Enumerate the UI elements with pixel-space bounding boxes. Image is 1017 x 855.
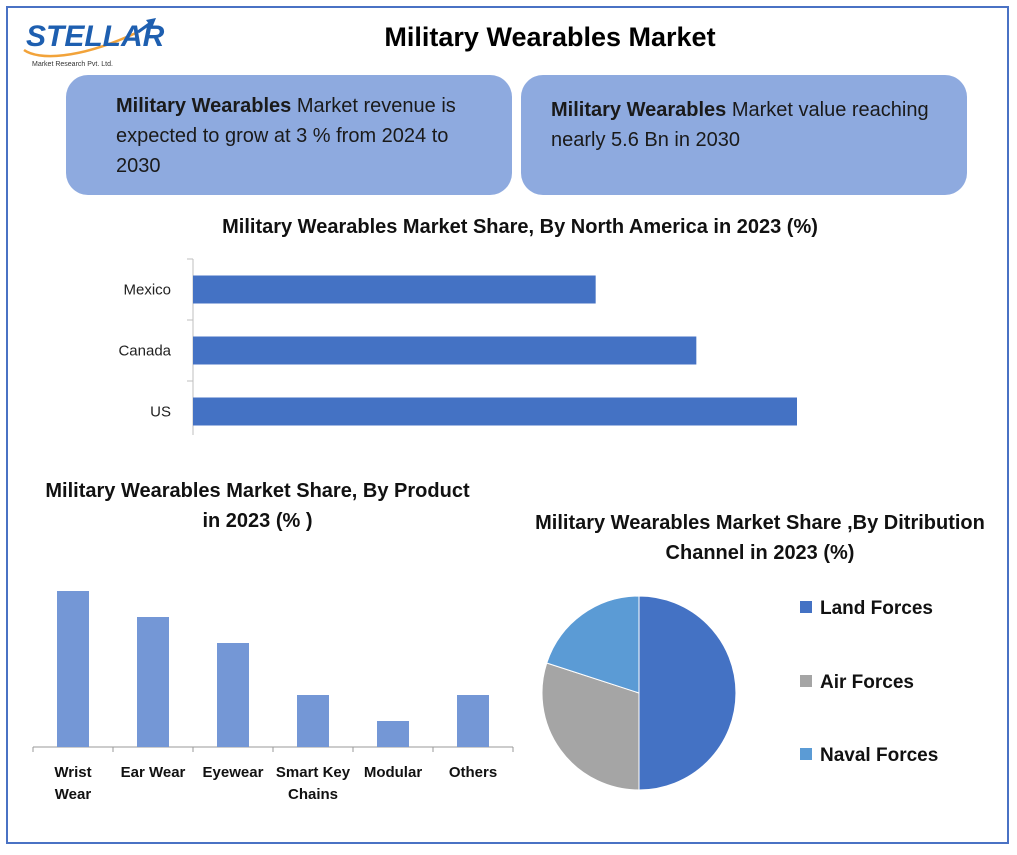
product-chart-title: Military Wearables Market Share, By Prod… — [45, 480, 470, 532]
logo-subtitle-text: Market Research Pvt. Ltd. — [32, 61, 113, 68]
card-text: Market value reaching nearly 5.6 Bn in 2… — [551, 99, 929, 151]
legend-item-air-forces: Air Forces — [800, 672, 914, 694]
market-value-card: Military Wearables Market value reaching… — [521, 75, 967, 195]
category-label: Mexico — [123, 282, 171, 299]
slice-naval-forces — [546, 595, 640, 694]
legend-item-naval-forces: Naval Forces — [800, 745, 938, 767]
category-label: US — [150, 404, 171, 421]
bar-eyewear — [217, 643, 249, 747]
category-label: Smart Key Chains — [276, 764, 351, 803]
category-label: Others — [449, 764, 497, 781]
category-label: Canada — [118, 343, 171, 360]
bar-smart-key-chains — [297, 695, 329, 747]
legend-label: Air Forces — [820, 672, 914, 693]
north-america-bar-chart: Mexico Canada US — [118, 258, 797, 435]
category-label: Modular — [364, 764, 422, 781]
page-border — [6, 6, 1009, 844]
distribution-chart-title: Military Wearables Market Share ,By Ditr… — [535, 512, 985, 564]
page-title: Military Wearables Market — [384, 22, 716, 52]
card-bold-text: Military Wearables — [551, 99, 727, 121]
product-bar-chart: Wrist Wear Ear Wear Eyewear Smart Key Chains M… — [32, 591, 514, 803]
legend-label: Naval Forces — [820, 745, 939, 766]
legend-label: Land Forces — [820, 598, 933, 619]
bar-wrist-wear — [57, 591, 89, 747]
slice-land-forces — [638, 595, 737, 791]
category-label: Eyewear — [203, 764, 264, 781]
legend-swatch — [800, 674, 812, 687]
bar-canada — [193, 336, 697, 365]
category-label: Ear Wear — [121, 764, 186, 781]
bar-modular — [377, 721, 409, 747]
legend-swatch — [800, 747, 812, 760]
bar-mexico — [193, 275, 596, 304]
revenue-growth-card: Military Wearables Market revenue is exp… — [66, 75, 512, 195]
slice-air-forces — [541, 662, 640, 791]
legend-swatch — [800, 600, 812, 613]
bar-ear-wear — [137, 617, 169, 747]
legend-item-land-forces: Land Forces — [800, 598, 933, 620]
card-text: Market revenue is expected to grow at 3 … — [116, 95, 456, 177]
bar-us — [193, 397, 797, 426]
north-america-chart-title: Military Wearables Market Share, By Nort… — [222, 216, 818, 238]
category-label: Wrist Wear — [54, 764, 91, 803]
bar-others — [457, 695, 489, 747]
card-bold-text: Military Wearables — [116, 95, 292, 117]
distribution-pie-chart — [541, 595, 737, 791]
logo-brand-text: STELLAR — [26, 20, 165, 53]
stellar-logo: STELLAR Market Research Pvt. Ltd. — [18, 10, 168, 72]
